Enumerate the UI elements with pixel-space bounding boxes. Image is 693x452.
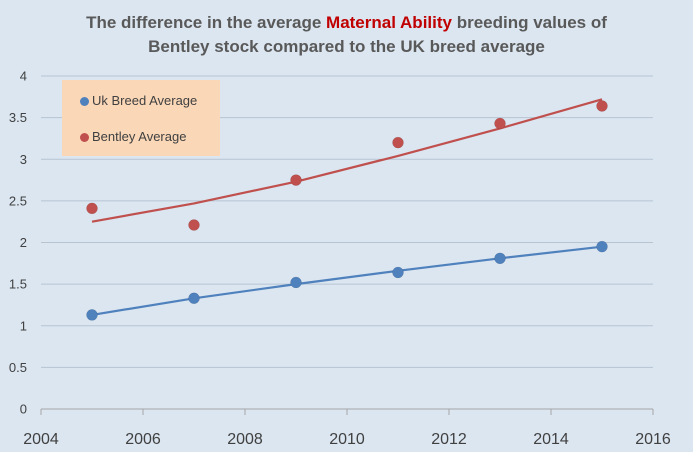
legend: Uk Breed Average Bentley Average <box>62 80 220 156</box>
x-tick-label-5: 2014 <box>533 431 569 448</box>
data-point-0-4 <box>494 252 506 265</box>
data-point-0-3 <box>392 266 404 279</box>
y-tick-label-7: 3.5 <box>9 110 27 125</box>
legend-item-uk: Uk Breed Average <box>80 93 197 108</box>
legend-item-bentley: Bentley Average <box>80 129 186 144</box>
x-tick-label-0: 2004 <box>23 431 59 448</box>
data-point-0-2 <box>290 276 302 289</box>
chart-title-line2: Bentley stock compared to the UK breed a… <box>148 37 545 56</box>
y-tick-label-2: 1 <box>20 318 27 333</box>
data-point-0-0 <box>86 309 98 321</box>
chart-title: The difference in the average Maternal A… <box>0 11 693 59</box>
y-tick-label-3: 1.5 <box>9 277 27 292</box>
data-point-0-5 <box>596 240 608 253</box>
y-tick-label-0: 0 <box>20 402 27 417</box>
y-tick-label-5: 2.5 <box>9 193 27 208</box>
title-part-3: breeding values of <box>451 13 607 32</box>
legend-marker-uk <box>80 97 89 106</box>
x-tick-label-3: 2010 <box>329 431 365 448</box>
data-point-1-0 <box>86 202 98 215</box>
trendline-1 <box>91 98 603 223</box>
y-tick-label-1: 0.5 <box>9 360 27 375</box>
data-point-0-1 <box>188 292 200 305</box>
data-point-1-2 <box>290 174 302 186</box>
data-point-1-3 <box>392 136 404 149</box>
y-tick-label-6: 3 <box>20 152 27 167</box>
legend-marker-bentley <box>80 133 89 142</box>
chart-title-line1: The difference in the average Maternal A… <box>0 11 693 35</box>
data-point-1-5 <box>596 100 608 112</box>
title-part-1: The difference in the average <box>86 13 327 32</box>
legend-label-bentley: Bentley Average <box>92 129 187 144</box>
y-tick-label-8: 4 <box>20 69 27 84</box>
data-point-1-1 <box>188 219 200 231</box>
x-tick-label-4: 2012 <box>431 431 467 448</box>
trendline-0 <box>91 245 603 316</box>
legend-label-uk: Uk Breed Average <box>92 93 198 108</box>
x-tick-label-1: 2006 <box>125 431 161 448</box>
x-tick-label-2: 2008 <box>227 431 263 448</box>
y-tick-label-4: 2 <box>20 235 27 250</box>
x-tick-label-6: 2016 <box>635 431 671 448</box>
title-highlight: Maternal Ability <box>326 13 452 32</box>
data-point-1-4 <box>494 117 506 130</box>
